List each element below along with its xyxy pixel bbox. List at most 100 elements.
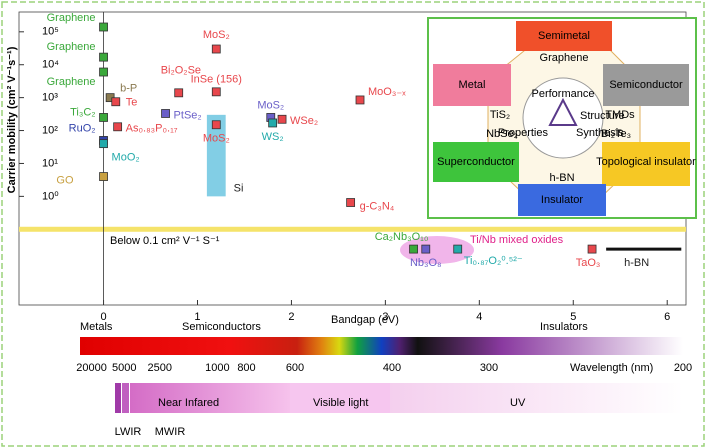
x-tick-label: 3	[382, 311, 388, 323]
class-label: Semimetal	[538, 30, 590, 42]
material-label: NbSe₂	[486, 128, 518, 140]
class-box	[603, 64, 689, 106]
class-label: Insulators	[540, 321, 588, 333]
material-label: TiS₂	[490, 109, 510, 121]
x-tick-label: 4	[476, 311, 482, 323]
point-label: MoS₂	[203, 29, 230, 41]
data-point	[421, 244, 431, 254]
point-label: Te	[126, 97, 138, 109]
x-axis-label: Bandgap (eV)	[331, 314, 399, 326]
x-tick-label: 0	[100, 311, 106, 323]
class-box	[433, 64, 511, 106]
point-label: GO	[56, 174, 74, 186]
wavelength-tick-label: 5000	[112, 362, 136, 374]
data-point	[99, 52, 108, 62]
class-box	[518, 184, 606, 216]
data-point	[277, 114, 287, 124]
y-tick-label: 10⁵	[42, 26, 59, 38]
point-label: b-P	[120, 83, 137, 95]
class-label: Semiconductor	[609, 79, 683, 91]
wavelength-tick-label: 300	[480, 362, 498, 374]
point-label: Bi₂O₂Se	[161, 65, 201, 77]
data-point	[174, 88, 184, 98]
point-label: g-C₃N₄	[360, 200, 395, 212]
point-label: MoO₂	[112, 152, 140, 164]
data-point	[211, 87, 221, 97]
data-point	[99, 172, 108, 181]
point-label: Nb₃O₈	[410, 257, 442, 269]
class-label: Topological insulator	[596, 156, 696, 168]
data-point	[161, 109, 170, 118]
data-point	[211, 44, 221, 54]
data-point	[211, 120, 221, 130]
wavelength-tick-label: 400	[383, 362, 401, 374]
wavelength-tick-label: 1000	[205, 362, 229, 374]
material-label: TMDs	[605, 109, 635, 121]
point-label: MoO₃₋ₓ	[368, 86, 406, 98]
region-label: UV	[510, 397, 526, 409]
point-label: Ti₃C₂	[70, 106, 95, 118]
material-label: Graphene	[540, 52, 589, 64]
point-label: TaO₃	[576, 257, 601, 269]
triangle	[548, 97, 578, 126]
wavelength-label: Wavelength (nm)	[570, 362, 653, 374]
point-label: Graphene	[47, 76, 96, 88]
data-point	[453, 244, 463, 254]
region-label: Near Infared	[158, 397, 219, 409]
center-label: Synthesis	[576, 127, 624, 139]
region-band	[390, 383, 683, 413]
class-label: Semiconductors	[182, 321, 261, 333]
region-label: LWIR	[115, 426, 142, 438]
center-circle	[522, 77, 604, 159]
data-point	[99, 139, 108, 149]
point-label: MoS₂	[257, 99, 284, 111]
point-label: Graphene	[47, 12, 96, 24]
y-tick-label: 10²	[42, 124, 58, 136]
x-tick-label: 2	[288, 311, 294, 323]
region-band	[290, 383, 390, 413]
center-label: Properties	[498, 127, 549, 139]
y-tick-label: 10³	[42, 92, 58, 104]
point-label: WSe₂	[290, 115, 318, 127]
class-label: Superconductor	[437, 156, 515, 168]
point-label: PtSe₂	[174, 109, 202, 121]
point-label: Ti₀.₈₇O₂⁰.⁵²⁻	[464, 255, 523, 267]
point-label: Ca₂Nb₃O₁₀	[375, 231, 429, 243]
class-label: Insulator	[541, 194, 584, 206]
wavelength-tick-label: 600	[286, 362, 304, 374]
material-label: h-BN	[549, 172, 574, 184]
data-point	[346, 198, 356, 207]
spectrum-bar	[80, 337, 683, 355]
point-label: InSe (156)	[191, 74, 242, 86]
region-band	[130, 383, 290, 413]
point-label: WS₂	[262, 131, 284, 143]
wavelength-tick-label: 200	[674, 362, 692, 374]
inset: Semimetal Metal Semiconductor Supercondu…	[427, 17, 697, 219]
class-label: Metal	[459, 79, 486, 91]
center-label: Performance	[532, 88, 595, 100]
threshold-band	[19, 226, 686, 232]
region-label: MWIR	[155, 426, 186, 438]
data-point	[587, 244, 597, 254]
oxide-group	[400, 236, 474, 264]
data-point	[99, 22, 108, 32]
data-point	[99, 67, 108, 77]
range-bar	[206, 114, 226, 197]
point-label: MoS₂	[203, 133, 230, 145]
range-label: h-BN	[624, 257, 649, 269]
class-box	[433, 142, 519, 182]
wavelength-tick-label: 2500	[148, 362, 172, 374]
data-point	[355, 95, 365, 105]
y-axis-label: Carrier mobility (cm² V⁻¹s⁻¹)	[6, 46, 18, 193]
class-box	[602, 142, 690, 186]
data-point	[268, 118, 278, 128]
y-tick-label: 10⁴	[42, 59, 59, 71]
point-label: RuO₂	[69, 122, 96, 134]
y-tick-label: 10⁰	[42, 190, 59, 202]
data-point	[409, 244, 418, 254]
region-band	[122, 383, 129, 413]
point-label: As₀.₈₃P₀.₁₇	[126, 123, 178, 135]
data-point	[99, 113, 108, 122]
